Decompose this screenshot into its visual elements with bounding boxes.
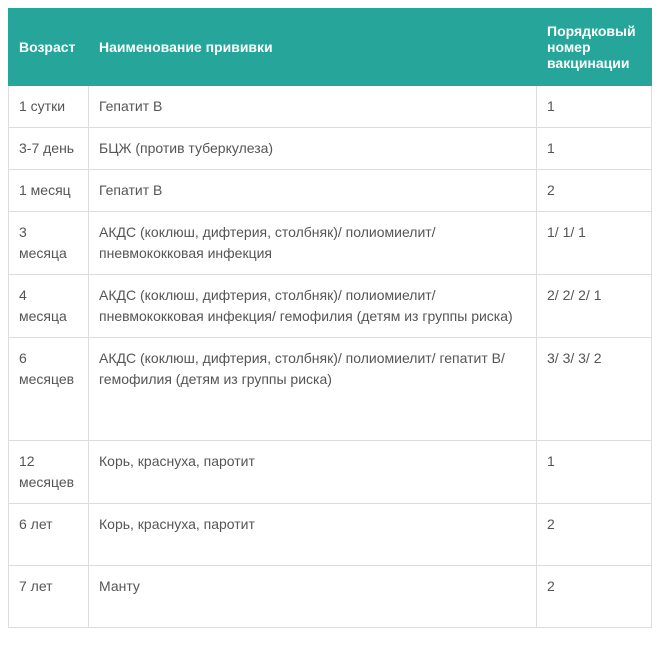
table-header-row: Возраст Наименование прививки Порядковый… (9, 9, 652, 86)
cell-age: 12 месяцев (9, 441, 89, 504)
table-row: 3-7 деньБЦЖ (против туберкулеза)1 (9, 128, 652, 170)
table-row: 12 месяцевКорь, краснуха, паротит1 (9, 441, 652, 504)
cell-age: 7 лет (9, 566, 89, 628)
table-row: 3 месяцаАКДС (коклюш, дифтерия, столбняк… (9, 212, 652, 275)
cell-name: Корь, краснуха, паротит (89, 441, 537, 504)
cell-name: Манту (89, 566, 537, 628)
cell-age: 3 месяца (9, 212, 89, 275)
cell-order: 3/ 3/ 3/ 2 (537, 338, 652, 441)
header-name: Наименование прививки (89, 9, 537, 86)
cell-age: 4 месяца (9, 275, 89, 338)
cell-order: 2/ 2/ 2/ 1 (537, 275, 652, 338)
cell-order: 1 (537, 86, 652, 128)
cell-order: 1 (537, 441, 652, 504)
table-row: 1 месяцГепатит В2 (9, 170, 652, 212)
cell-order: 2 (537, 504, 652, 566)
cell-name: БЦЖ (против туберкулеза) (89, 128, 537, 170)
cell-name: АКДС (коклюш, дифтерия, столбняк)/ полио… (89, 338, 537, 441)
cell-order: 1 (537, 128, 652, 170)
cell-age: 6 месяцев (9, 338, 89, 441)
table-body: 1 суткиГепатит В13-7 деньБЦЖ (против туб… (9, 86, 652, 628)
table-row: 1 суткиГепатит В1 (9, 86, 652, 128)
table-row: 6 летКорь, краснуха, паротит2 (9, 504, 652, 566)
cell-age: 3-7 день (9, 128, 89, 170)
cell-order: 2 (537, 566, 652, 628)
table-row: 7 летМанту2 (9, 566, 652, 628)
cell-name: Гепатит В (89, 170, 537, 212)
cell-name: Корь, краснуха, паротит (89, 504, 537, 566)
cell-name: АКДС (коклюш, дифтерия, столбняк)/ полио… (89, 275, 537, 338)
cell-age: 1 сутки (9, 86, 89, 128)
cell-age: 1 месяц (9, 170, 89, 212)
cell-order: 2 (537, 170, 652, 212)
table-row: 6 месяцевАКДС (коклюш, дифтерия, столбня… (9, 338, 652, 441)
cell-order: 1/ 1/ 1 (537, 212, 652, 275)
vaccination-table: Возраст Наименование прививки Порядковый… (8, 8, 652, 628)
cell-name: АКДС (коклюш, дифтерия, столбняк)/ полио… (89, 212, 537, 275)
table-row: 4 месяцаАКДС (коклюш, дифтерия, столбняк… (9, 275, 652, 338)
cell-age: 6 лет (9, 504, 89, 566)
header-order: Порядковый номер вакцинации (537, 9, 652, 86)
header-age: Возраст (9, 9, 89, 86)
cell-name: Гепатит В (89, 86, 537, 128)
